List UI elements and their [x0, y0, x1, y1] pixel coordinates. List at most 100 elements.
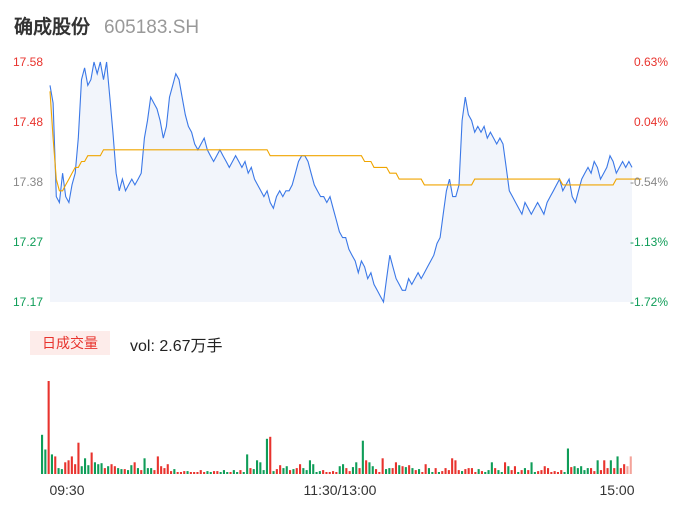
volume-bar — [41, 434, 44, 474]
volume-bar — [160, 466, 163, 474]
time-tick-label: 09:30 — [49, 482, 84, 498]
volume-bar — [556, 472, 559, 474]
volume-tab[interactable]: 日成交量 — [30, 331, 110, 355]
volume-bar — [365, 460, 368, 474]
volume-bar — [414, 470, 417, 474]
volume-bar — [523, 468, 526, 474]
volume-bar — [140, 470, 143, 474]
percent-tick-label: 0.04% — [634, 115, 668, 129]
volume-bar — [470, 468, 473, 474]
price-area-fill — [50, 62, 632, 302]
volume-bar — [560, 470, 563, 474]
time-tick-label: 11:30/13:00 — [304, 482, 377, 498]
volume-bar — [507, 466, 510, 474]
volume-panel — [41, 381, 632, 474]
volume-bar — [467, 468, 470, 474]
volume-bar — [391, 468, 394, 474]
volume-bar — [153, 470, 156, 474]
volume-bar — [127, 470, 130, 474]
volume-bar — [447, 470, 450, 474]
volume-bar — [265, 438, 268, 474]
volume-bar — [146, 468, 149, 474]
volume-bar — [487, 470, 490, 474]
volume-bar — [497, 470, 500, 474]
volume-bar — [368, 462, 371, 474]
volume-bar — [609, 460, 612, 474]
price-tick-label: 17.27 — [13, 235, 43, 249]
volume-bar — [325, 472, 328, 474]
percent-tick-label: 0.63% — [634, 55, 668, 69]
volume-bar — [236, 472, 239, 474]
volume-readout: vol: 2.67万手 — [130, 338, 223, 355]
volume-bar — [173, 469, 176, 474]
volume-bar — [189, 472, 192, 474]
volume-bar — [338, 466, 341, 474]
volume-bar — [100, 463, 103, 474]
volume-bar — [97, 464, 100, 474]
volume-bar — [150, 468, 153, 474]
volume-bar — [203, 472, 206, 474]
volume-bar — [262, 470, 265, 474]
volume-bar — [576, 468, 579, 474]
volume-bar — [226, 472, 229, 474]
volume-bar — [229, 472, 232, 474]
volume-bar — [222, 470, 225, 474]
volume-bar — [60, 469, 63, 474]
volume-bar — [64, 462, 67, 474]
volume-bar — [517, 472, 520, 474]
volume-bar — [123, 469, 126, 474]
volume-bar — [550, 472, 553, 474]
volume-bar — [461, 471, 464, 474]
volume-bar — [553, 471, 556, 474]
volume-bar — [385, 469, 388, 474]
volume-bar — [103, 468, 106, 474]
volume-bar — [480, 471, 483, 474]
percent-tick-label: -1.13% — [630, 235, 668, 249]
volume-bar — [590, 468, 593, 474]
volume-bar — [361, 440, 364, 474]
volume-bar — [299, 464, 302, 474]
volume-bar — [537, 471, 540, 474]
volume-bar — [256, 460, 259, 474]
volume-bar — [580, 466, 583, 474]
volume-bar — [437, 472, 440, 474]
volume-bar — [289, 470, 292, 474]
volume-bar — [279, 465, 282, 474]
volume-bar — [206, 471, 209, 474]
price-panel — [49, 61, 642, 304]
volume-bar — [156, 456, 159, 474]
volume-bar — [57, 468, 60, 474]
volume-bar — [474, 472, 477, 474]
volume-bar — [199, 470, 202, 474]
volume-bar — [216, 471, 219, 474]
volume-bar — [110, 464, 113, 474]
percent-axis: 0.63% 0.04% -0.54% -1.13% -1.72% — [630, 55, 668, 309]
volume-bar — [249, 468, 252, 474]
volume-bar — [285, 466, 288, 474]
volume-bar — [411, 468, 414, 474]
volume-bar — [120, 469, 123, 474]
volume-bar — [619, 468, 622, 474]
volume-bar — [427, 468, 430, 474]
volume-bar — [418, 469, 421, 474]
volume-bar — [477, 469, 480, 474]
volume-bar — [302, 468, 305, 474]
volume-bar — [494, 468, 497, 474]
volume-bar — [490, 462, 493, 474]
price-tick-label: 17.38 — [13, 175, 43, 189]
volume-bar — [305, 470, 308, 474]
volume-bar — [626, 466, 629, 474]
volume-bar — [570, 467, 573, 474]
volume-bar — [193, 472, 196, 474]
volume-bar — [44, 449, 47, 474]
volume-bar — [77, 442, 80, 474]
volume-bar — [424, 464, 427, 474]
volume-bar — [441, 471, 444, 474]
volume-bar — [342, 464, 345, 474]
volume-bar — [599, 470, 602, 474]
volume-bar — [133, 462, 136, 474]
price-axis: 17.58 17.48 17.38 17.27 17.17 — [13, 55, 43, 309]
volume-bar — [209, 472, 212, 474]
volume-bar — [401, 466, 404, 474]
volume-bar — [504, 462, 507, 474]
